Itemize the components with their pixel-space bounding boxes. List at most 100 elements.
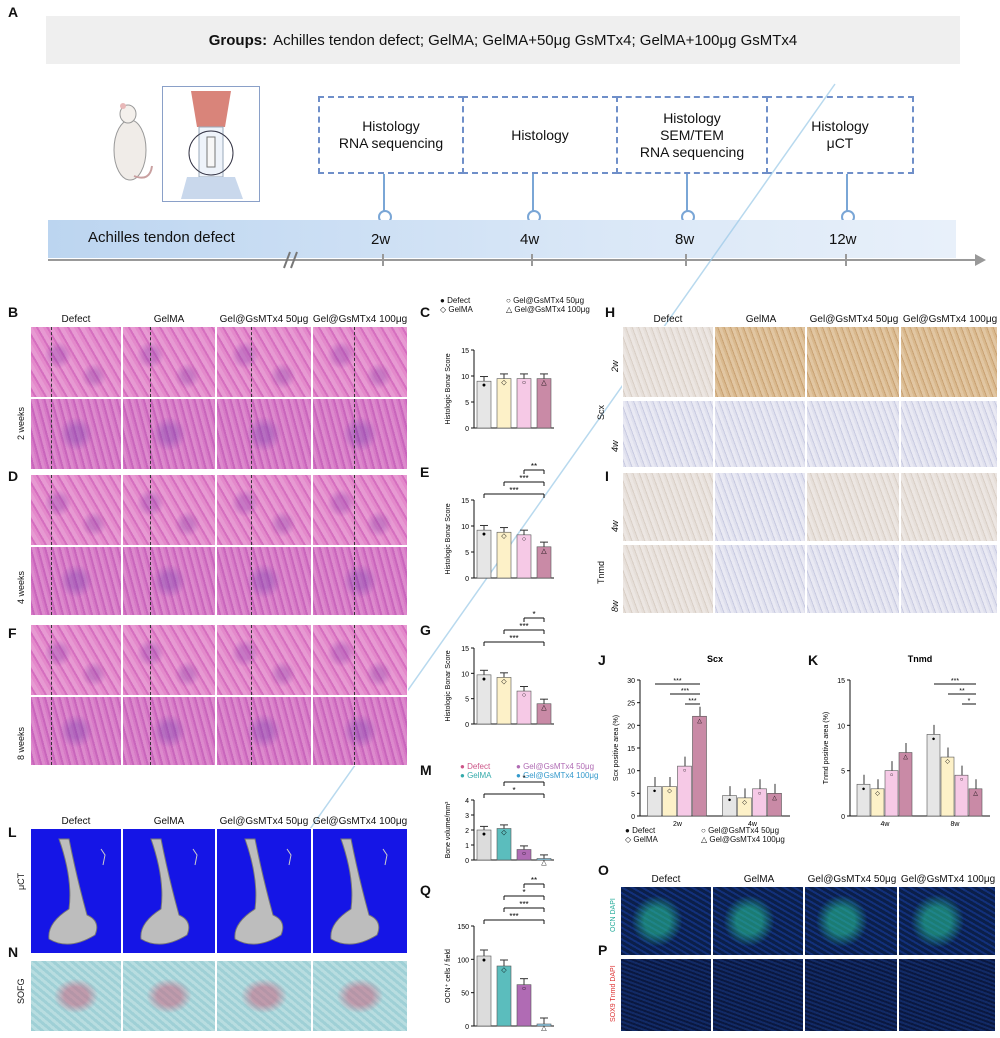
histology-image [30,326,122,398]
histology-image [122,474,216,546]
bar [692,715,707,817]
tissue-boundary-line [251,475,252,545]
histology-image [312,326,408,398]
y-axis-title: OCN⁺ cells / field [445,949,452,1003]
stem-12w [846,174,848,214]
microct-image [30,828,122,954]
groups-banner: Groups: Achilles tendon defect; GelMA; G… [46,16,960,64]
hist-col-g50: Gel@GsMTx4 50μg [219,314,309,325]
sox9-tnmd-fluorescence-image [620,958,712,1032]
tissue-boundary-line [51,625,52,695]
ocn-fluorescence-image [804,886,898,956]
tissue-boundary-line [251,625,252,695]
histology-image [122,546,216,616]
chart-title: Scx [707,654,723,664]
ihc-col-defect: Defect [653,314,683,325]
legend-defect: ● Defect [440,296,471,305]
fluo-col-gelma: GelMA [743,874,775,885]
significance-label: ** [959,688,965,695]
y-tick-label: 0 [631,814,635,821]
y-tick-label: 0 [465,1024,469,1031]
tissue-boundary-line [354,625,355,695]
bone-render [330,838,388,945]
significance-label: ** [531,876,537,885]
legend-mq: ● Defect ● Gel@GsMTx4 50μg ● GelMA ● Gel… [460,762,600,780]
significance-label: * [522,774,525,783]
panel-label-l: L [8,824,17,840]
ihc-image [900,400,998,468]
y-tick-label: 0 [465,858,469,865]
histology-image [216,546,312,616]
y-tick-label: 15 [461,348,469,355]
data-point-marker: ○ [522,380,526,387]
tendon-inset [162,86,260,202]
timeline-label-12w: 12w [829,231,857,248]
y-tick-label: 5 [465,400,469,407]
bar [898,752,913,817]
ct-col-defect: Defect [61,816,91,827]
y-axis-title: Histologic Bonar Score [445,353,452,424]
panel-label-d: D [8,468,19,484]
tissue-boundary-line [150,399,151,469]
y-tick-label: 150 [457,924,469,931]
ihc-image [622,326,714,398]
significance-label: *** [509,634,518,643]
data-point-marker: △ [541,548,547,555]
data-point-marker: ◇ [501,533,507,540]
bone-render [48,838,106,945]
legend-histology: ● Defect ○ Gel@GsMTx4 50μg ◇ GelMA △ Gel… [440,296,600,314]
ct-col-gelma: GelMA [153,816,185,827]
tissue-boundary-line [251,547,252,615]
legend-mq-gelma: ● GelMA [460,771,492,780]
bar [476,955,492,1027]
y-tick-label: 50 [461,991,469,998]
data-point-marker: ● [932,736,936,742]
x-tick-label: 8w [951,821,961,828]
microct-image [312,828,408,954]
tissue-boundary-line [354,475,355,545]
histology-image [216,398,312,470]
tissue-boundary-line [51,399,52,469]
sofg-stain-image [216,960,312,1032]
legend-jk-g100: △ Gel@GsMTx4 100μg [701,835,785,844]
significance-label: *** [519,474,528,483]
significance-label: * [532,610,535,619]
histology-image [30,474,122,546]
histology-image [216,474,312,546]
ihc-col-g100: Gel@GsMTx4 100μg [902,314,998,325]
data-point-marker: ◇ [501,678,507,685]
y-tick-label: 3 [465,813,469,820]
y-tick-label: 10 [837,723,845,730]
rat-illustration [104,98,156,188]
y-tick-label: 0 [465,426,469,433]
bar [926,734,941,817]
sox9-tnmd-fluorescence-image [898,958,996,1032]
significance-label: *** [519,622,528,631]
ihc-image [900,472,998,542]
y-axis-title: Tnmd positive area (%) [823,712,830,784]
fluo-col-g100: Gel@GsMTx4 100μg [900,874,996,885]
tissue-boundary-line [251,327,252,397]
y-tick-label: 10 [461,671,469,678]
y-tick-label: 10 [461,524,469,531]
significance-label: ** [531,462,537,471]
y-tick-label: 15 [837,678,845,685]
histology-image [30,696,122,766]
y-axis-title: Histologic Bonar Score [445,650,452,721]
y-axis-title: Scx positive area (%) [613,715,620,781]
y-tick-label: 20 [627,723,635,730]
histology-image [312,546,408,616]
significance-label: *** [509,486,518,495]
data-point-marker: ○ [890,773,894,779]
bone-render [234,838,292,945]
histology-image [122,696,216,766]
histology-image [30,398,122,470]
tissue-boundary-line [150,547,151,615]
data-point-marker: ● [482,531,486,538]
data-point-marker: ● [862,786,866,792]
bar [496,965,512,1027]
ihc-image [714,400,806,468]
y-axis-title: Bone volume/mm³ [445,801,452,858]
data-point-marker: △ [697,718,702,724]
legend-mq-g100: ● Gel@GsMTx4 100μg [516,771,599,780]
